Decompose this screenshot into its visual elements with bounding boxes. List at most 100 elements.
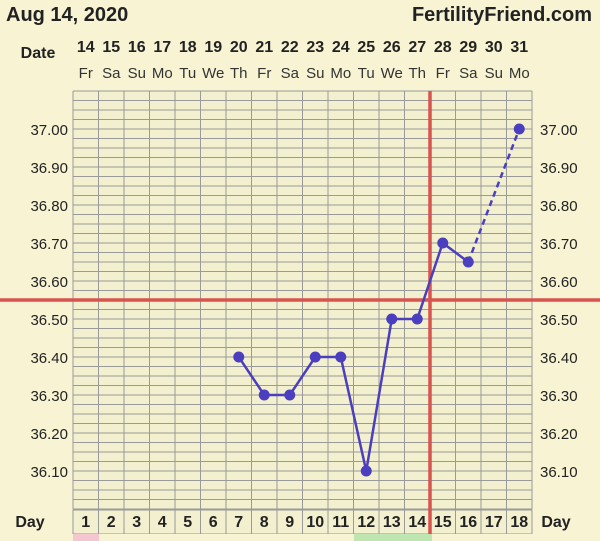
y-tick-left: 36.10 <box>30 464 68 481</box>
day-tick: 4 <box>158 514 167 531</box>
series-segment <box>416 242 444 320</box>
weekday-tick: Sa <box>281 65 300 82</box>
y-labels: 37.00 37.00 36.90 36.90 36.80 36.80 36.70 36.70… <box>30 122 577 481</box>
day-tick: 6 <box>209 514 218 531</box>
date-tick: 23 <box>306 39 324 56</box>
day-cell <box>353 509 380 535</box>
day-cell <box>455 509 482 535</box>
temp-point <box>360 465 372 477</box>
temp-point <box>513 123 525 135</box>
y-tick-left: 36.70 <box>30 236 68 253</box>
day-tick: 2 <box>107 514 116 531</box>
y-tick-left: 37.00 <box>30 122 68 139</box>
day-tick: 5 <box>183 514 192 531</box>
weekday-tick: Su <box>485 65 503 82</box>
y-tick-left: 36.20 <box>30 426 68 443</box>
date-tick: 29 <box>459 39 477 56</box>
chart-marks <box>0 91 600 541</box>
weekday-tick: We <box>202 65 224 82</box>
date-tick: 20 <box>230 39 248 56</box>
weekday-tick: Mo <box>509 65 530 82</box>
y-tick-left: 36.60 <box>30 274 68 291</box>
y-tick-left: 36.80 <box>30 198 68 215</box>
bottom-strip <box>0 534 600 541</box>
series-segment-dashed <box>467 128 521 263</box>
weekday-tick: Su <box>306 65 324 82</box>
y-tick-left: 36.90 <box>30 160 68 177</box>
y-tick-right: 37.00 <box>540 122 578 139</box>
y-tick-left: 36.30 <box>30 388 68 405</box>
date-tick: 19 <box>204 39 222 56</box>
day-tick: 7 <box>234 514 243 531</box>
y-tick-right: 36.40 <box>540 350 578 367</box>
date-tick: 30 <box>485 39 503 56</box>
date-tick: 24 <box>332 39 350 56</box>
temp-point <box>258 389 270 401</box>
temp-point <box>335 351 347 363</box>
date-tick: 21 <box>255 39 273 56</box>
y-tick-right: 36.90 <box>540 160 578 177</box>
date-tick: 16 <box>128 39 146 56</box>
weekday-tick: Fr <box>257 65 271 82</box>
y-tick-right: 36.50 <box>540 312 578 329</box>
date-tick: 25 <box>357 39 375 56</box>
day-tick: 12 <box>357 514 375 531</box>
date-tick: 17 <box>153 39 171 56</box>
day-cell <box>404 509 431 535</box>
site-name: FertilityFriend.com <box>411 4 592 26</box>
weekday-tick: Mo <box>152 65 173 82</box>
y-tick-right: 36.70 <box>540 236 578 253</box>
temp-point <box>437 237 449 249</box>
weekday-tick: Tu <box>358 65 375 82</box>
y-tick-left: 36.40 <box>30 350 68 367</box>
temp-point <box>309 351 321 363</box>
day-cell <box>302 509 329 535</box>
series-segment <box>339 356 368 472</box>
day-row-label: Day <box>15 514 44 531</box>
series-segment <box>237 356 266 396</box>
weekday-tick: Su <box>128 65 146 82</box>
weekday-tick: Fr <box>436 65 450 82</box>
fertile-cells <box>354 534 432 541</box>
day-tick: 16 <box>459 514 477 531</box>
weekday-tick: We <box>381 65 403 82</box>
date-tick: 31 <box>510 39 528 56</box>
day-tick: 11 <box>332 514 349 531</box>
date-row-label: Date <box>21 45 56 62</box>
day-cell <box>378 509 405 535</box>
y-tick-right: 36.20 <box>540 426 578 443</box>
weekday-tick: Sa <box>459 65 478 82</box>
day-row-label-right: Day <box>541 514 570 531</box>
day-tick: 8 <box>260 514 269 531</box>
day-tick: 17 <box>485 514 503 531</box>
day-tick: 15 <box>434 514 452 531</box>
date-tick: 28 <box>434 39 452 56</box>
temp-point <box>233 351 245 363</box>
day-cell <box>200 509 227 535</box>
y-tick-right: 36.60 <box>540 274 578 291</box>
temp-point <box>284 389 296 401</box>
temp-point <box>462 256 474 268</box>
weekday-tick: Mo <box>330 65 351 82</box>
weekday-tick: Th <box>230 65 248 82</box>
day-tick: 3 <box>132 514 141 531</box>
day-tick: 10 <box>306 514 324 531</box>
weekday-tick: Tu <box>179 65 196 82</box>
day-cell <box>276 509 303 535</box>
day-tick: 18 <box>510 514 528 531</box>
date-tick: 26 <box>383 39 401 56</box>
weekday-tick: Sa <box>102 65 121 82</box>
day-tick: 1 <box>81 514 90 531</box>
weekday-tick: Fr <box>79 65 93 82</box>
date-tick: 18 <box>179 39 197 56</box>
weekday-tick: Th <box>408 65 426 82</box>
chart-date: Aug 14, 2020 <box>6 4 129 26</box>
temp-point <box>411 313 423 325</box>
x-labels: 14Fr15Sa16Su17Mo18Tu19We20Th21Fr22Sa23Su… <box>72 39 533 535</box>
series-segment <box>288 356 317 396</box>
day-tick: 9 <box>285 514 294 531</box>
date-tick: 15 <box>102 39 120 56</box>
y-tick-left: 36.50 <box>30 312 68 329</box>
